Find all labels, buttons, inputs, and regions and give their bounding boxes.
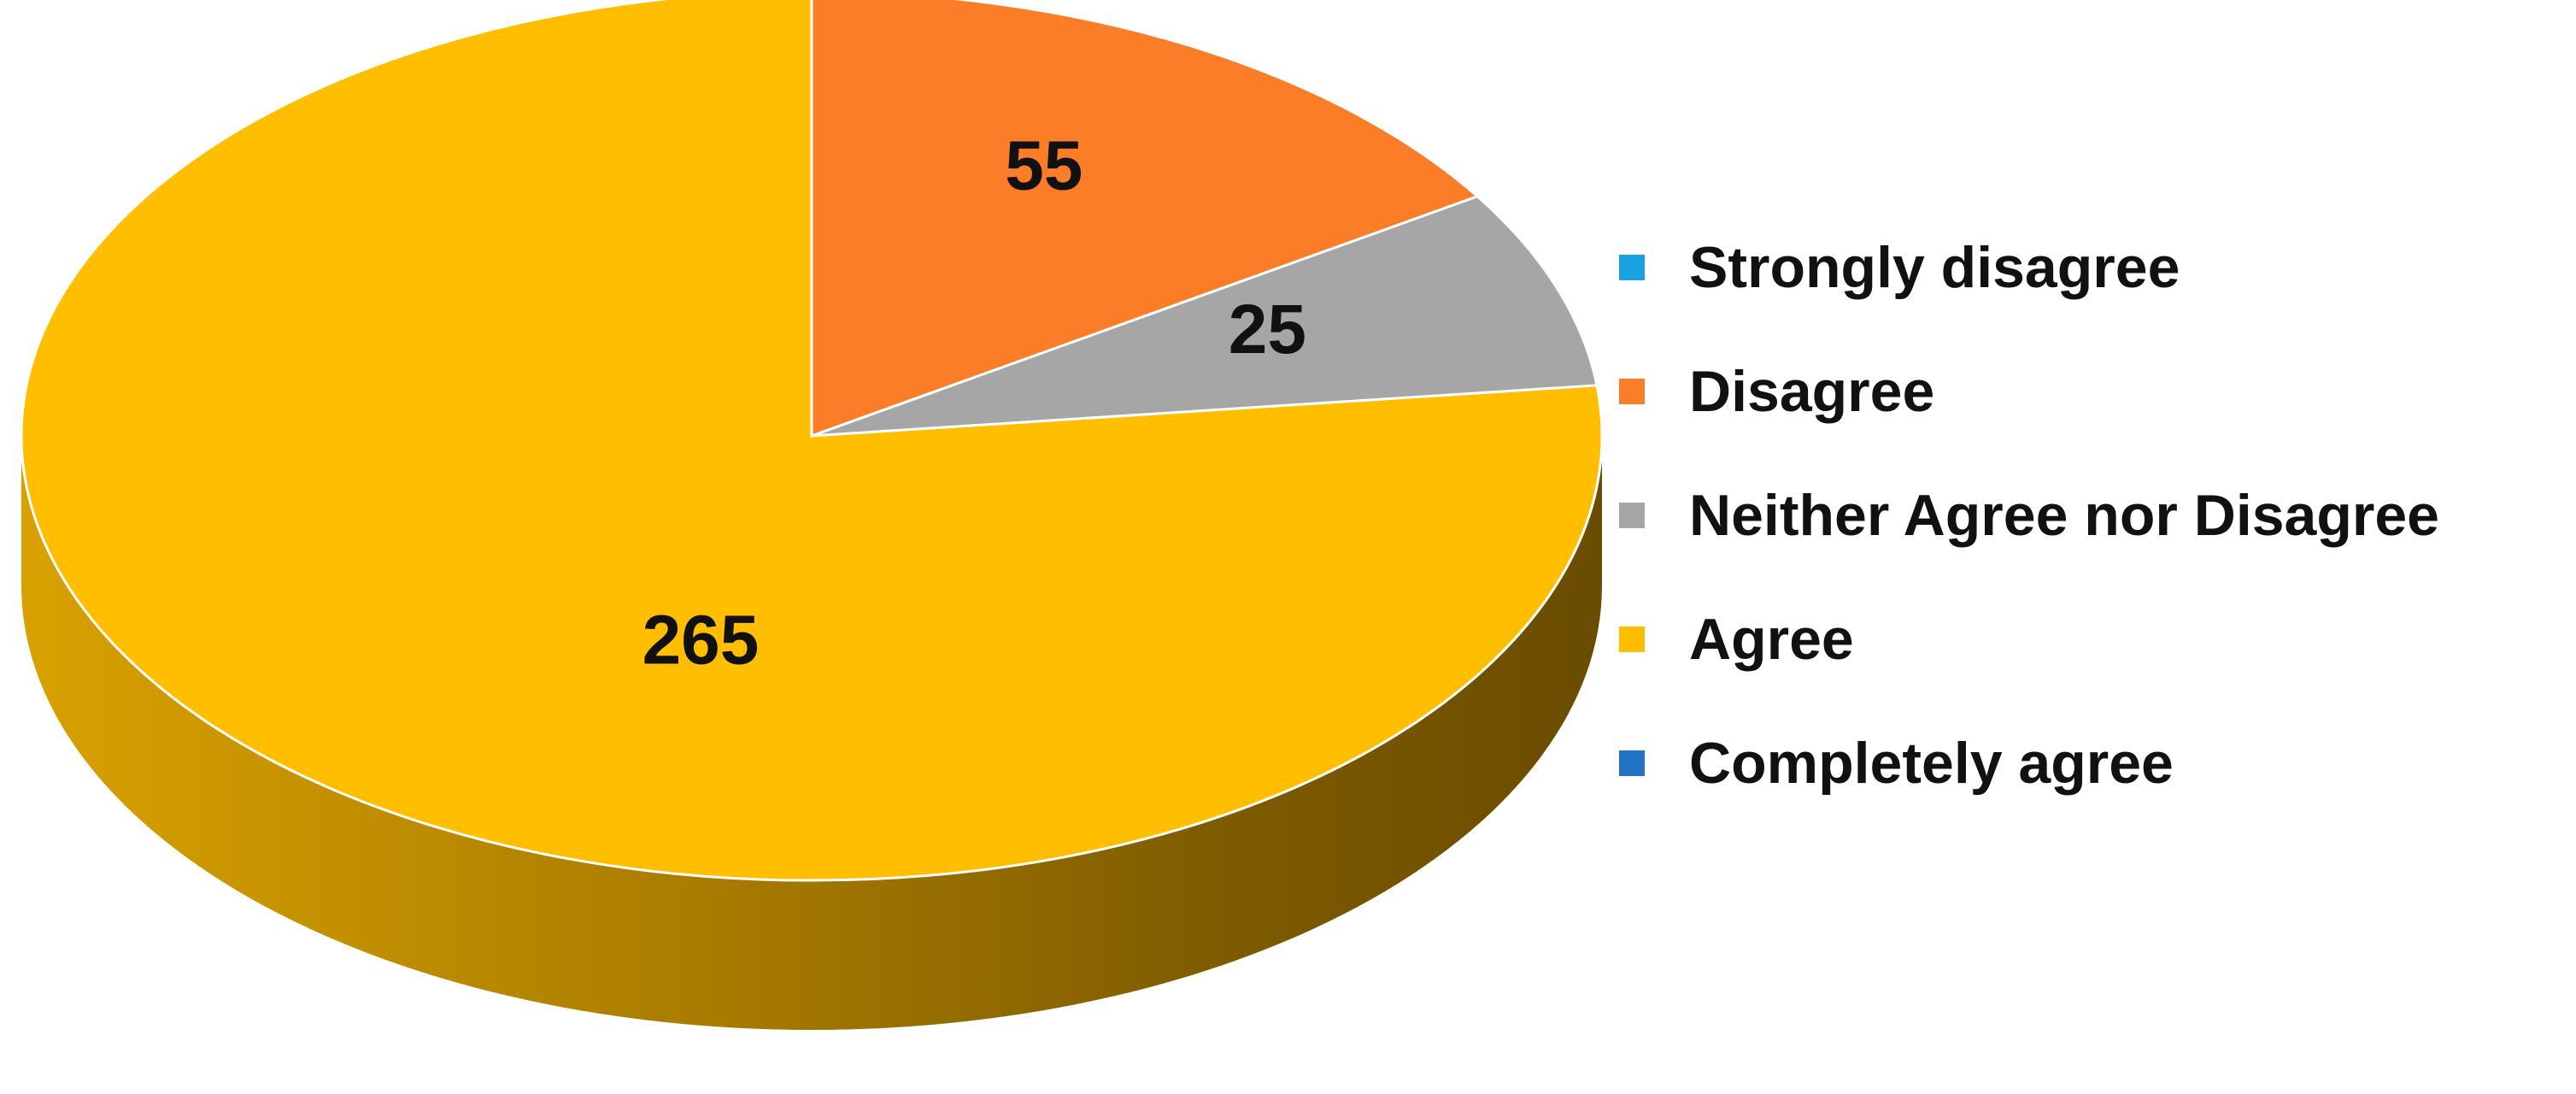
data-label-disagree: 55: [1005, 126, 1083, 204]
legend-item-neither: Neither Agree nor Disagree: [1619, 479, 2559, 552]
legend-label: Agree: [1689, 607, 1854, 672]
legend-item-completely-agree: Completely agree: [1619, 726, 2559, 800]
pie-side-layer: [21, 436, 1602, 1030]
legend-item-disagree: Disagree: [1619, 355, 2559, 428]
legend-label: Disagree: [1689, 359, 1935, 424]
data-label-layer: 055252650: [643, 126, 1306, 679]
legend-item-strongly-disagree: Strongly disagree: [1619, 231, 2559, 304]
legend-swatch: [1619, 379, 1645, 404]
legend-label: Completely agree: [1689, 731, 2174, 796]
data-label-neither: 25: [1229, 291, 1306, 368]
legend-label: Neither Agree nor Disagree: [1689, 483, 2439, 548]
data-label-agree: 265: [643, 602, 760, 679]
legend-swatch: [1619, 750, 1645, 776]
legend-swatch: [1619, 503, 1645, 528]
legend: Strongly disagree Disagree Neither Agree…: [1619, 231, 2559, 850]
pie-side-wall: [21, 436, 1602, 1030]
slice-neither: [811, 195, 1599, 438]
legend-item-agree: Agree: [1619, 603, 2559, 676]
legend-label: Strongly disagree: [1689, 235, 2180, 300]
legend-swatch: [1619, 255, 1645, 280]
slice-agree: [20, 0, 1604, 882]
pie-slice-layer: [20, 0, 1604, 882]
legend-swatch: [1619, 626, 1645, 652]
slice-disagree: [810, 0, 1481, 438]
